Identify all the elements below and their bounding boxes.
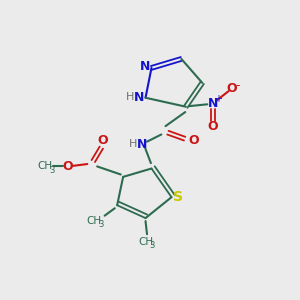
Text: O: O [98, 134, 108, 147]
Text: H: H [129, 139, 137, 149]
Text: CH: CH [87, 216, 102, 226]
Text: O: O [188, 134, 199, 147]
Text: -: - [235, 79, 240, 92]
Text: O: O [63, 160, 73, 173]
Text: O: O [207, 120, 218, 133]
Text: CH: CH [37, 161, 52, 171]
Text: N: N [140, 60, 150, 73]
Text: N: N [134, 91, 144, 103]
Text: 3: 3 [98, 220, 104, 229]
Text: N: N [208, 97, 218, 110]
Text: CH: CH [138, 237, 153, 247]
Text: H: H [126, 92, 134, 102]
Text: O: O [227, 82, 237, 95]
Text: +: + [214, 94, 222, 103]
Text: N: N [137, 137, 147, 151]
Text: 3: 3 [49, 166, 54, 175]
Text: 3: 3 [150, 241, 155, 250]
Text: S: S [173, 190, 183, 204]
